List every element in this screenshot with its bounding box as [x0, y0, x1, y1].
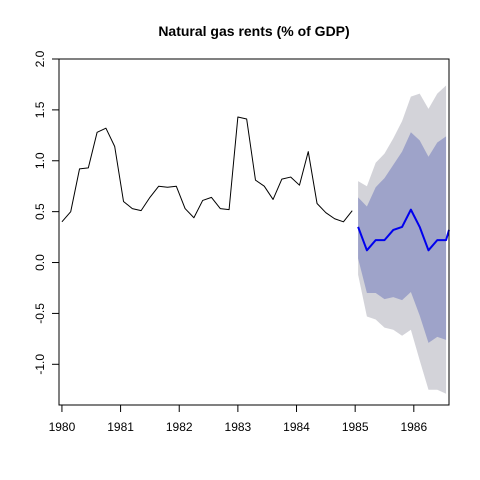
x-tick-label: 1986: [400, 420, 427, 434]
y-tick-label: 0.5: [33, 203, 47, 220]
series-lines: [61, 116, 450, 252]
y-tick-label: -1.0: [33, 354, 47, 375]
y-tick-label: 0.0: [33, 254, 47, 271]
x-tick-label: 1984: [283, 420, 310, 434]
y-tick-label: -0.5: [33, 303, 47, 324]
x-tick-label: 1985: [342, 420, 369, 434]
x-tick-label: 1982: [166, 420, 193, 434]
historical-series-line: [61, 116, 353, 223]
forecast-series-line: [357, 208, 450, 252]
y-tick-label: 1.5: [33, 101, 47, 118]
chart-title: Natural gas rents (% of GDP): [158, 23, 349, 39]
x-tick-label: 1981: [107, 420, 134, 434]
x-tick-label: 1983: [225, 420, 252, 434]
y-tick-label: 1.0: [33, 152, 47, 169]
y-tick-label: 2.0: [33, 50, 47, 67]
x-tick-label: 1980: [49, 420, 76, 434]
axes: 1980 1981 1982 1983 1984 1985 1986 -1.0 -0.5 0.0 0…: [33, 50, 450, 434]
band-80-area: [358, 132, 447, 343]
prediction-bands: [358, 85, 447, 394]
